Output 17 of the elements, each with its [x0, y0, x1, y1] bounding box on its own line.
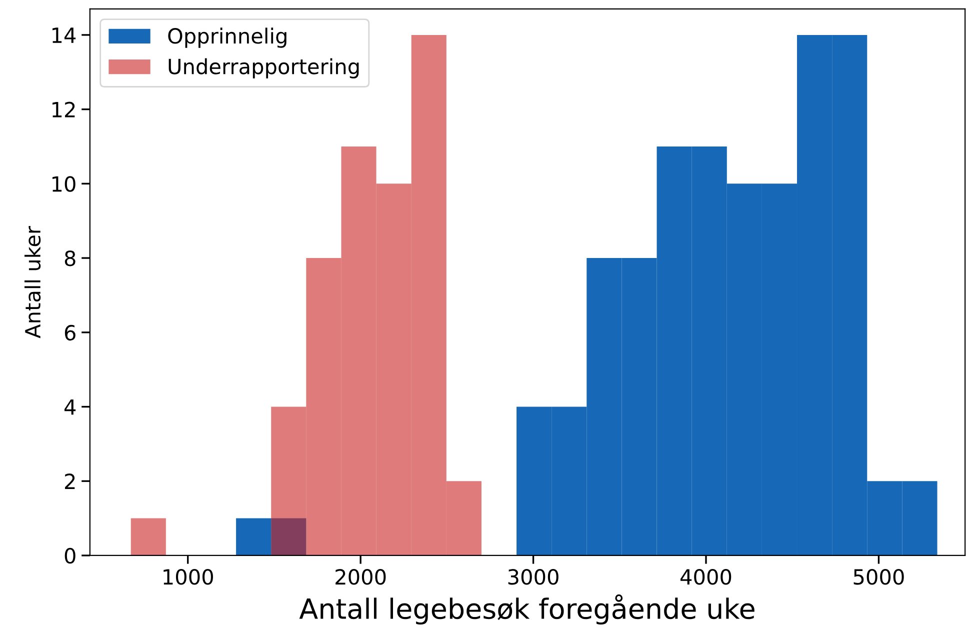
- x-axis-title: Antall legebesøk foregående uke: [299, 594, 754, 625]
- y-tick-label: 2: [65, 474, 75, 490]
- x-tick-label: 2000: [336, 569, 386, 585]
- y-tick-label: 6: [64, 324, 76, 341]
- x-tick-label: 4000: [680, 569, 732, 585]
- y-tick-label: 4: [64, 399, 76, 415]
- y-tick-label: 12: [52, 102, 75, 118]
- y-tick-label: 10: [52, 176, 76, 192]
- y-tick-label: 14: [52, 28, 76, 43]
- x-tick-label: 3000: [508, 569, 558, 585]
- legend-label: Opprinnelig: [168, 28, 286, 48]
- x-tick-label: 5000: [854, 569, 904, 585]
- y-tick-label: 8: [64, 250, 76, 266]
- legend-label: Underrapportering: [168, 58, 359, 78]
- y-axis-title: Antall uker: [24, 226, 41, 338]
- x-tick-label: 1000: [164, 569, 213, 585]
- y-tick-label: 0: [64, 548, 76, 564]
